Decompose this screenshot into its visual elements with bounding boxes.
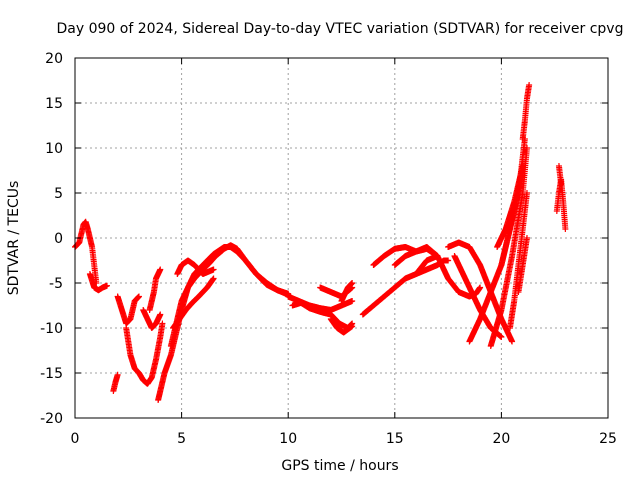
x-tick-label: 0 [71, 431, 80, 447]
y-tick-label: 10 [45, 141, 63, 157]
x-tick-label: 15 [386, 431, 404, 447]
x-axis-label: GPS time / hours [281, 458, 398, 474]
y-tick-label: -20 [40, 411, 63, 427]
data-point [523, 235, 530, 241]
data-point [157, 311, 164, 318]
data-point [434, 253, 441, 259]
y-tick-label: -10 [40, 321, 63, 337]
y-tick-label: 0 [54, 231, 63, 247]
data-points [72, 82, 569, 403]
data-point [114, 371, 121, 378]
data-point [157, 266, 164, 273]
x-tick-label: 10 [279, 431, 297, 447]
data-point [159, 320, 166, 327]
y-tick-label: 20 [45, 51, 63, 67]
data-point [526, 82, 533, 88]
x-tick-label: 25 [599, 431, 617, 447]
x-tick-label: 5 [177, 431, 186, 447]
data-point [523, 190, 530, 196]
data-point [509, 338, 516, 345]
data-point [103, 282, 110, 289]
data-point [498, 334, 505, 340]
y-tick-label: 15 [45, 96, 63, 112]
data-point [349, 323, 356, 330]
data-point [210, 275, 217, 282]
data-point [562, 226, 569, 232]
y-tick-label: -15 [40, 366, 63, 382]
data-point [477, 284, 484, 291]
data-point [349, 280, 356, 286]
chart-title: Day 090 of 2024, Sidereal Day-to-day VTE… [57, 21, 624, 37]
y-tick-label: -5 [49, 276, 63, 292]
y-tick-label: 5 [54, 186, 63, 202]
data-point [135, 293, 142, 300]
data-point [445, 257, 452, 264]
x-tick-label: 20 [492, 431, 510, 447]
axis-ticks: 0 5 10 15 20 25 -20 -15 -10 -5 0 5 10 15 20 [40, 51, 617, 447]
data-point [349, 298, 356, 304]
y-axis-label: SDTVAR / TECUs [6, 181, 22, 296]
data-point [210, 266, 217, 273]
data-point [558, 181, 565, 187]
